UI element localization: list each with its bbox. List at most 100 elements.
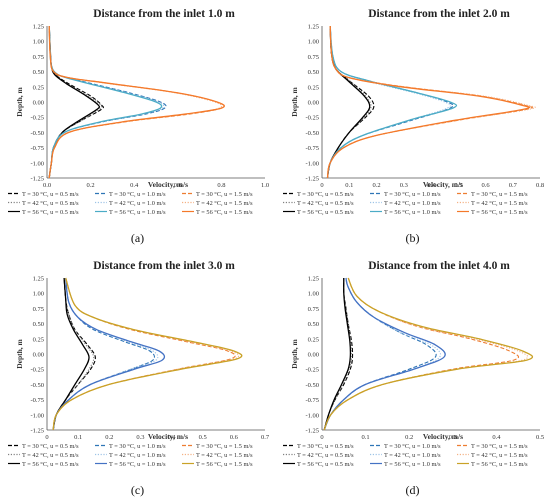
y-tick-label: -0.75 (30, 145, 44, 152)
y-tick-label: 0.25 (33, 84, 44, 91)
series-line (52, 277, 96, 431)
legend-entry: T = 42 °C, u = 0.5 m/s (22, 452, 79, 459)
y-axis-label: Depth, m (15, 338, 24, 368)
legend-entry: T = 56 °C, u = 1.0 m/s (384, 461, 441, 468)
chart-panel-b: Distance from the inlet 2.0 m 1.25 1.00 0.7… (275, 0, 550, 252)
series-line (323, 277, 534, 431)
x-tick-label: 0.7 (509, 182, 518, 189)
y-tick-label: -1.25 (305, 428, 319, 435)
x-tick-label: 0.2 (87, 182, 95, 189)
series-line (48, 25, 225, 179)
legend-entry: T = 56 °C, u = 0.5 m/s (297, 461, 354, 468)
series-line (52, 277, 240, 431)
y-tick-label: 0.00 (33, 352, 44, 359)
legend-entry: T = 42 °C, u = 1.5 m/s (471, 452, 528, 459)
y-tick-label: 1.00 (33, 291, 44, 298)
y-tick-label: -0.75 (305, 397, 319, 404)
legend-entry: T = 42 °C, u = 0.5 m/s (297, 200, 354, 207)
legend-entry: T = 56 °C, u = 1.0 m/s (384, 209, 441, 216)
series-line (326, 25, 536, 179)
chart-panel-d: Distance from the inlet 4.0 m 1.25 1.00 0.7… (275, 252, 550, 504)
x-tick-label: 0.3 (400, 182, 408, 189)
series-line (52, 277, 236, 431)
series-line (48, 25, 225, 179)
series-line (323, 277, 352, 431)
panel-label: (a) (131, 231, 144, 245)
y-tick-label: 0.25 (33, 336, 44, 343)
series-line (326, 25, 452, 179)
series-line (323, 277, 437, 431)
x-tick-label: 0 (320, 182, 323, 189)
panel-label: (b) (406, 231, 420, 245)
y-tick-label: -1.25 (30, 176, 44, 183)
x-tick-label: 0.2 (105, 434, 113, 441)
y-tick-label: 1.25 (308, 276, 319, 283)
x-tick-label: 0.6 (174, 182, 183, 189)
y-tick-label: 0.50 (33, 321, 44, 328)
y-axis-label: Depth, m (290, 338, 299, 368)
legend-entry: T = 56 °C, u = 1.5 m/s (471, 209, 528, 216)
series-line (326, 25, 454, 179)
legend-entry: T = 42 °C, u = 0.5 m/s (297, 452, 354, 459)
series-line (48, 25, 223, 179)
x-tick-label: 0.8 (536, 182, 544, 189)
panel-label: (d) (406, 483, 420, 497)
legend-entry: T = 30 °C, u = 1.0 m/s (109, 191, 166, 198)
series-line (48, 25, 163, 179)
y-tick-label: 0.75 (33, 306, 44, 313)
y-tick-label: 1.00 (308, 291, 319, 298)
legend-entry: T = 56 °C, u = 1.0 m/s (109, 461, 166, 468)
legend-entry: T = 56 °C, u = 1.0 m/s (109, 209, 166, 216)
y-axis-label: Depth, m (290, 86, 299, 116)
x-tick-label: 0.5 (199, 434, 207, 441)
legend-entry: T = 56 °C, u = 1.5 m/s (196, 209, 253, 216)
legend-entry: T = 42 °C, u = 1.0 m/s (109, 452, 166, 459)
y-tick-label: 1.00 (33, 39, 44, 46)
series-line (48, 25, 101, 179)
y-tick-label: -0.25 (305, 367, 319, 374)
y-tick-label: -0.25 (305, 115, 319, 122)
legend-entry: T = 56 °C, u = 0.5 m/s (22, 461, 79, 468)
y-tick-label: -1.25 (305, 176, 319, 183)
chart-title: Distance from the inlet 1.0 m (93, 8, 235, 20)
x-tick-label: 0.2 (372, 182, 380, 189)
chart-svg: Distance from the inlet 4.0 m 1.25 1.00 0.7… (283, 260, 544, 497)
y-tick-label: 0.50 (33, 69, 44, 76)
x-axis-label: Velocity, m/s (148, 432, 188, 441)
x-tick-label: 0.6 (481, 182, 490, 189)
y-tick-label: 1.25 (33, 24, 44, 31)
legend-entry: T = 42 °C, u = 1.5 m/s (196, 200, 253, 207)
legend-entry: T = 42 °C, u = 1.5 m/s (196, 452, 253, 459)
legend-entry: T = 30 °C, u = 1.0 m/s (384, 443, 441, 450)
y-tick-label: 0.25 (308, 84, 319, 91)
x-tick-label: 0.3 (449, 434, 457, 441)
x-axis-label: Velocity, m/s (423, 432, 463, 441)
chart-panel-a: Distance from the inlet 1.0 m 1.25 1.00 0.7… (0, 0, 275, 252)
x-tick-label: 0.1 (74, 434, 82, 441)
x-axis-label: Velocity, m/s (423, 180, 463, 189)
x-tick-label: 0.5 (454, 182, 462, 189)
y-tick-label: 0.50 (308, 321, 319, 328)
legend-entry: T = 30 °C, u = 1.5 m/s (471, 191, 528, 198)
x-tick-label: 0.6 (230, 434, 239, 441)
y-tick-label: -0.50 (305, 382, 319, 389)
legend-entry: T = 42 °C, u = 1.0 m/s (109, 200, 166, 207)
x-tick-label: 0.4 (427, 182, 436, 189)
x-tick-label: 0.4 (130, 182, 139, 189)
y-tick-label: -0.75 (305, 145, 319, 152)
y-tick-label: -0.50 (30, 130, 44, 137)
y-tick-label: 0.25 (308, 336, 319, 343)
series-line (326, 25, 458, 179)
series-line (52, 277, 243, 431)
series-line (48, 25, 167, 179)
y-tick-label: 1.25 (308, 24, 319, 31)
y-tick-label: 1.25 (33, 276, 44, 283)
x-tick-label: 0.3 (136, 434, 144, 441)
legend-entry: T = 56 °C, u = 0.5 m/s (297, 209, 354, 216)
series-line (323, 277, 520, 431)
x-tick-label: 0.8 (217, 182, 225, 189)
legend-entry: T = 30 °C, u = 1.5 m/s (196, 443, 253, 450)
y-tick-label: 0.75 (33, 54, 44, 61)
x-tick-label: 0.1 (362, 434, 370, 441)
x-tick-label: 0.4 (168, 434, 177, 441)
